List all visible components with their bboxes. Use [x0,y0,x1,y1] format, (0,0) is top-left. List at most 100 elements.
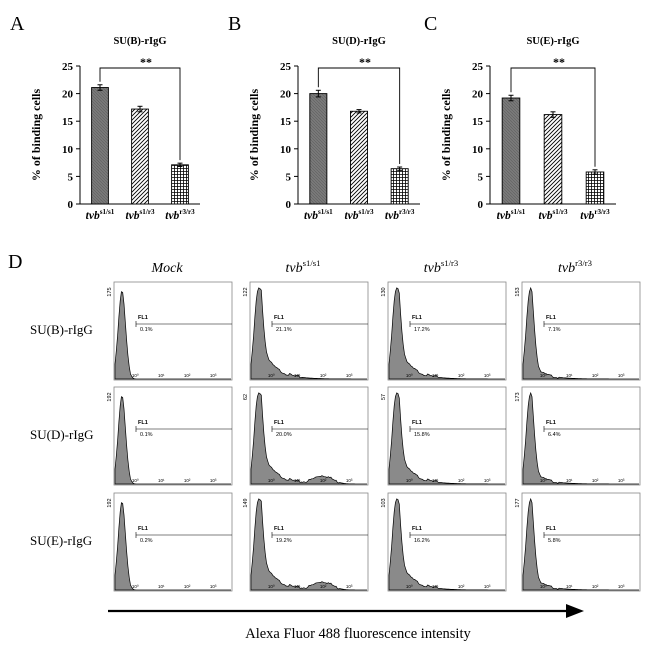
y-max-label: 103 [381,498,387,507]
histogram [388,392,505,485]
x-tick-label: 10¹ [158,584,165,589]
y-max-label: 192 [107,498,113,507]
histogram [250,287,367,380]
histogram [114,396,231,485]
gate-percent: 17.2% [414,327,430,333]
x-tick-label: 10⁰ [132,584,139,589]
histogram-plot: 122 FL1 21.1% 10⁰ 10¹ 10² 10³ [243,281,369,381]
plot-frame [387,492,507,592]
x-tick-label: 10⁰ [406,478,413,483]
x-tick-label: 10³ [210,478,217,483]
y-axis-label: % of binding cells [29,89,43,182]
x-tick-label: 10³ [346,584,353,589]
x-tick-label: 10¹ [432,373,439,378]
y-max-label: 177 [515,498,521,507]
y-tick-label: 25 [280,61,292,73]
histogram [522,391,639,485]
y-max-label: 149 [243,498,249,507]
x-tick-label: 10⁰ [406,584,413,589]
histogram-plot: 62 FL1 20.0% 10⁰ 10¹ 10² 10³ [243,386,369,486]
bar-chart-c: C SU(E)-rIgG % of binding cells 0 5 10 15 20 25 t… [424,13,616,222]
histogram [114,291,231,380]
plot-frame [249,281,369,381]
y-tick-label: 0 [286,199,292,211]
x-tick-label: 10¹ [432,584,439,589]
plot-frame [521,281,641,381]
x-tick-label: 10³ [484,584,491,589]
x-tick-label: tvbr3/r3 [385,208,415,222]
intensity-arrow-head [566,604,584,618]
plot-frame [113,492,233,592]
x-tick-label: 10³ [484,478,491,483]
x-tick-label: 10² [184,584,191,589]
bar [309,93,328,205]
y-tick-label: 5 [286,171,292,183]
gate-label: FL1 [274,526,284,532]
gate-percent: 6.4% [548,432,561,438]
histogram [522,286,639,380]
y-tick-label: 15 [472,116,484,128]
y-tick-label: 10 [280,144,292,156]
x-tick-label: 10¹ [294,373,301,378]
significance-label: ** [553,55,565,69]
y-tick-label: 20 [472,89,484,101]
gate-percent: 5.8% [548,538,561,544]
histogram [388,287,505,380]
x-tick-label: 10² [320,373,327,378]
significance-bracket [99,67,181,161]
y-max-label: 173 [515,392,521,401]
histogram-plot: 153 FL1 7.1% 10⁰ 10¹ 10² 10³ [515,281,641,381]
chart-title: SU(D)-rIgG [332,36,386,47]
column-header: Mock [150,261,183,276]
x-tick-label: 10³ [210,373,217,378]
y-max-label: 153 [515,287,521,296]
y-tick-label: 20 [280,89,292,101]
significance-label: ** [359,55,371,69]
x-axis-label: Alexa Fluor 488 fluorescence intensity [245,626,471,642]
gate-label: FL1 [138,420,148,426]
histogram-plot: 130 FL1 17.2% 10⁰ 10¹ 10² 10³ [381,281,507,381]
gate-percent: 16.2% [414,538,430,544]
bar-chart-b: B SU(D)-rIgG % of binding cells 0 5 10 15 20 25 t… [228,13,420,222]
histogram [114,502,231,591]
histogram [388,498,505,591]
gate-label: FL1 [412,315,422,321]
gate-percent: 15.8% [414,432,430,438]
significance-bracket [510,67,596,167]
x-tick-label: 10² [458,373,465,378]
x-tick-label: tvbs1/r3 [538,208,568,222]
x-tick-label: tvbs1/s1 [86,208,115,222]
histogram [250,392,367,485]
x-tick-label: tvbs1/s1 [304,208,333,222]
x-tick-label: 10² [320,478,327,483]
x-tick-label: 10⁰ [268,478,275,483]
x-tick-label: 10⁰ [268,584,275,589]
y-max-label: 57 [381,394,387,400]
y-tick-label: 5 [478,171,484,183]
x-tick-label: tvbs1/r3 [125,208,155,222]
y-max-label: 130 [381,287,387,296]
panel-label: C [424,13,437,35]
gate-percent: 0.2% [140,538,153,544]
bar [543,114,563,205]
panel-label: A [10,13,25,35]
gate-percent: 7.1% [548,327,561,333]
bar [171,164,189,205]
panel-label: D [8,251,22,273]
y-max-label: 175 [107,287,113,296]
x-tick-label: 10¹ [566,478,573,483]
gate-percent: 0.1% [140,327,153,333]
plot-frame [521,386,641,486]
y-max-label: 192 [107,392,113,401]
y-axis-label: % of binding cells [247,89,261,182]
histogram-plot: 149 FL1 19.2% 10⁰ 10¹ 10² 10³ [243,492,369,592]
gate-percent: 21.1% [276,327,292,333]
row-label: SU(E)-rIgG [30,533,92,548]
y-tick-label: 0 [68,199,74,211]
chart-title: SU(B)-rIgG [113,36,166,47]
row-label: SU(D)-rIgG [30,427,94,442]
bar [501,97,521,205]
x-tick-label: 10³ [618,478,625,483]
plot-frame [249,386,369,486]
y-tick-label: 5 [68,171,74,183]
